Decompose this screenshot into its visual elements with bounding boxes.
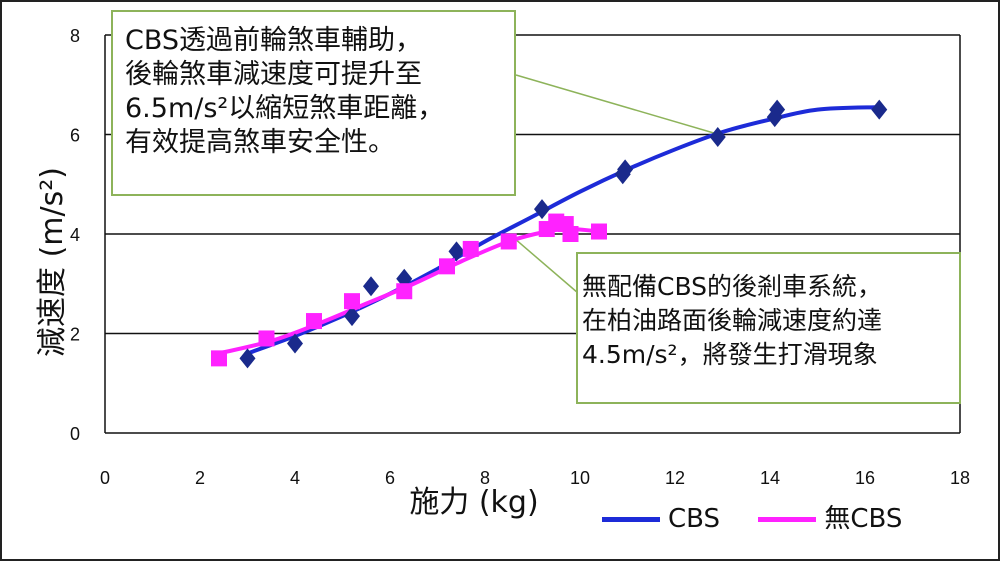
x-tick-label: 2 bbox=[195, 468, 205, 488]
point-no-cbs bbox=[562, 226, 579, 242]
point-no-cbs bbox=[258, 330, 275, 347]
cbs-callout: CBS透過前輪煞車輔助， 後輪煞車減速度可提升至 6.5m/s²以縮短煞車距離，… bbox=[111, 10, 516, 196]
point-cbs bbox=[871, 99, 888, 120]
y-tick-label: 8 bbox=[70, 26, 80, 46]
point-cbs bbox=[287, 333, 303, 354]
point-no-cbs bbox=[344, 293, 360, 310]
point-no-cbs bbox=[500, 233, 517, 250]
legend-swatch-cbs bbox=[602, 517, 660, 522]
x-tick-label: 16 bbox=[855, 468, 875, 488]
y-axis-title: 減速度 (m/s²) bbox=[35, 167, 70, 357]
x-tick-label: 10 bbox=[570, 468, 590, 488]
x-tick-label: 18 bbox=[950, 468, 970, 488]
point-cbs bbox=[534, 199, 550, 220]
point-no-cbs bbox=[439, 258, 455, 275]
x-tick-label: 6 bbox=[385, 468, 395, 488]
y-tick-label: 6 bbox=[70, 126, 80, 146]
point-no-cbs bbox=[591, 223, 607, 240]
data-markers bbox=[211, 99, 888, 369]
y-tick-label: 0 bbox=[70, 424, 80, 444]
point-cbs bbox=[769, 99, 786, 120]
x-tick-label: 4 bbox=[290, 468, 300, 488]
x-tick-label: 14 bbox=[760, 468, 780, 488]
point-no-cbs bbox=[211, 350, 227, 367]
point-cbs bbox=[239, 348, 256, 369]
point-cbs bbox=[617, 159, 634, 180]
leader-line-cbs bbox=[515, 74, 714, 134]
point-no-cbs bbox=[396, 283, 413, 300]
legend-item-cbs: CBS bbox=[602, 504, 728, 534]
point-cbs bbox=[363, 276, 379, 297]
legend: CBS 無CBS bbox=[602, 498, 902, 535]
x-tick-labels: 0 2 4 6 8 10 12 14 16 18 bbox=[100, 468, 970, 488]
point-no-cbs bbox=[306, 313, 322, 330]
point-no-cbs bbox=[462, 240, 479, 257]
legend-label-no-cbs: 無CBS bbox=[824, 504, 903, 534]
y-tick-label: 4 bbox=[70, 225, 80, 245]
y-tick-labels: 0 2 4 6 8 bbox=[70, 26, 80, 444]
x-axis-title: 施力 (kg) bbox=[409, 485, 538, 520]
point-cbs bbox=[344, 306, 360, 327]
x-tick-label: 8 bbox=[480, 468, 490, 488]
legend-item-no-cbs: 無CBS bbox=[758, 504, 902, 534]
y-tick-label: 2 bbox=[70, 325, 80, 345]
leader-line-no-cbs bbox=[512, 236, 579, 294]
legend-label-cbs: CBS bbox=[668, 504, 721, 534]
legend-swatch-no-cbs bbox=[758, 517, 817, 522]
point-cbs bbox=[448, 241, 465, 262]
x-tick-label: 0 bbox=[100, 468, 110, 488]
no-cbs-callout: 無配備CBS的後剎車系統， 在柏油路面後輪減速度約達 4.5m/s²，將發生打滑… bbox=[576, 252, 961, 404]
callout-leaders bbox=[512, 74, 714, 294]
point-cbs bbox=[709, 126, 726, 147]
x-tick-label: 12 bbox=[665, 468, 685, 488]
